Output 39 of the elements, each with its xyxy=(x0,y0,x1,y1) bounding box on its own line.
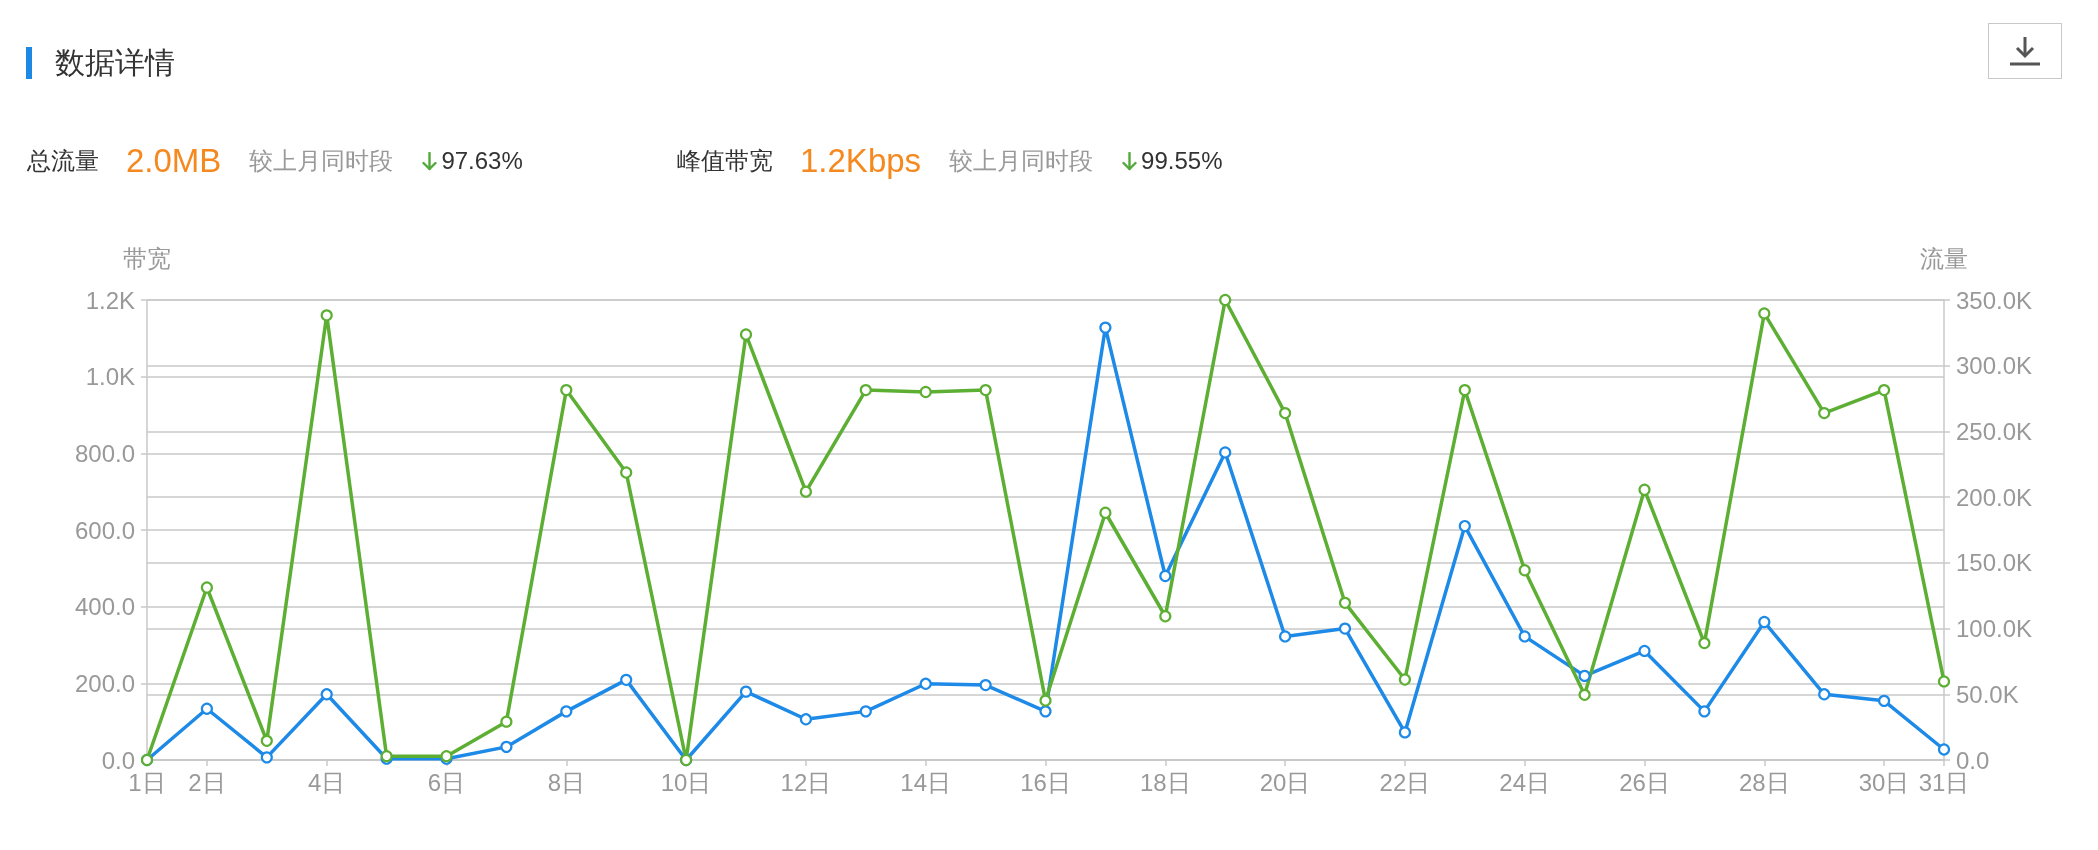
x-tick-label: 16日 xyxy=(1020,768,1071,796)
y2-tick-label: 250.0K xyxy=(1956,417,2033,445)
y-tick-label: 400.0 xyxy=(74,593,135,621)
y-tick-label: 1.0K xyxy=(85,363,135,391)
x-tick-label: 8日 xyxy=(547,768,585,796)
x-tick-label: 14日 xyxy=(900,768,952,796)
y-tick-label: 1.2K xyxy=(85,286,135,314)
text: 99.55% xyxy=(1141,147,1223,175)
x-tick-label: 20日 xyxy=(1259,768,1311,796)
text: 峰值带宽 xyxy=(677,146,773,176)
x-tick-label: 24日 xyxy=(1499,768,1551,796)
y2-axis-title: 流量 xyxy=(1920,244,1968,272)
text: 较上月同时段 xyxy=(249,146,394,176)
y2-tick-label: 100.0K xyxy=(1956,615,2033,643)
text: 2.0MB xyxy=(126,142,222,180)
text: 较上月同时段 xyxy=(949,146,1094,176)
text: 总流量 xyxy=(27,146,99,176)
y2-tick-label: 350.0K xyxy=(1956,286,2033,314)
y2-tick-label: 300.0K xyxy=(1956,352,2033,380)
y-axis-title: 带宽 xyxy=(123,244,171,272)
x-tick-label: 26日 xyxy=(1619,768,1670,796)
y-tick-label: 200.0 xyxy=(74,669,135,697)
x-tick-label: 2日 xyxy=(188,768,226,796)
y2-tick-label: 150.0K xyxy=(1956,549,2033,577)
text: 1.2Kbps xyxy=(800,142,922,180)
x-tick-label: 18日 xyxy=(1139,768,1191,796)
y-tick-label: 600.0 xyxy=(74,516,135,544)
x-tick-label: 6日 xyxy=(427,768,466,796)
y2-tick-label: 200.0K xyxy=(1956,483,2033,511)
y-tick-label: 800.0 xyxy=(74,439,135,467)
text: 97.63% xyxy=(441,147,523,175)
x-tick-label: 22日 xyxy=(1379,768,1431,796)
x-tick-label: 12日 xyxy=(780,768,832,796)
y2-tick-label: 50.0K xyxy=(1956,680,2019,708)
x-tick-label: 28日 xyxy=(1738,768,1790,796)
x-tick-label: 30日 xyxy=(1858,768,1910,796)
x-tick-label: 10日 xyxy=(660,768,712,796)
chart-title: 数据详情 xyxy=(55,45,175,81)
x-tick-label: 4日 xyxy=(308,768,346,796)
